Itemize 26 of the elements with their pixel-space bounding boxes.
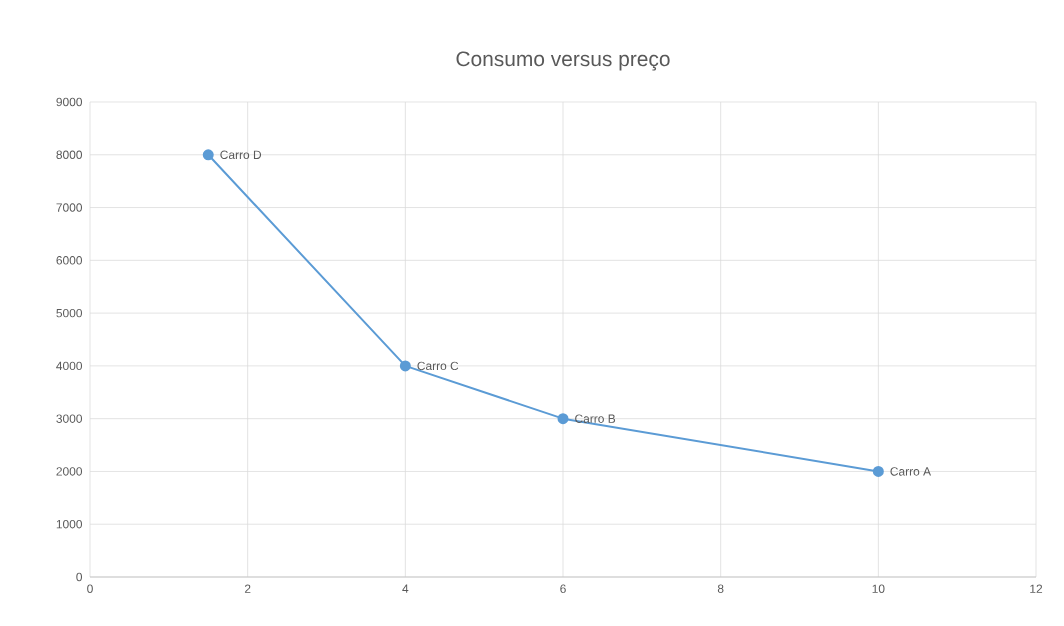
point	[872, 465, 884, 477]
point	[202, 149, 214, 161]
y-tick-label: 9000	[56, 97, 83, 107]
y-tick-label: 0	[76, 572, 83, 582]
x-tick-label: 4	[402, 584, 409, 593]
x-tick-label: 8	[717, 584, 724, 593]
annotation: Carro A	[890, 467, 932, 476]
y-tick-label: 8000	[56, 150, 83, 159]
y-tick-label: 3000	[56, 414, 83, 423]
y-tick-label: 6000	[56, 256, 83, 265]
y-tick-label: 5000	[56, 308, 83, 318]
x-tick-label: 12	[1030, 584, 1043, 593]
x-tick-label: 2	[244, 584, 251, 593]
x-tick-label: 6	[560, 584, 566, 593]
chart-title: Consumo versus preço	[456, 51, 670, 71]
point	[557, 413, 569, 425]
y-tick-label: 7000	[56, 203, 83, 212]
y-tick-label: 4000	[56, 361, 83, 371]
point	[399, 360, 411, 372]
y-tick-label: 1000	[56, 519, 83, 529]
y-tick-label: 2000	[56, 467, 83, 476]
annotation: Carro C	[417, 361, 459, 371]
x-tick-label: 0	[87, 584, 93, 593]
annotation: Carro B	[575, 414, 616, 423]
x-tick-label: 10	[872, 584, 885, 593]
annotation: Carro D	[220, 150, 262, 159]
